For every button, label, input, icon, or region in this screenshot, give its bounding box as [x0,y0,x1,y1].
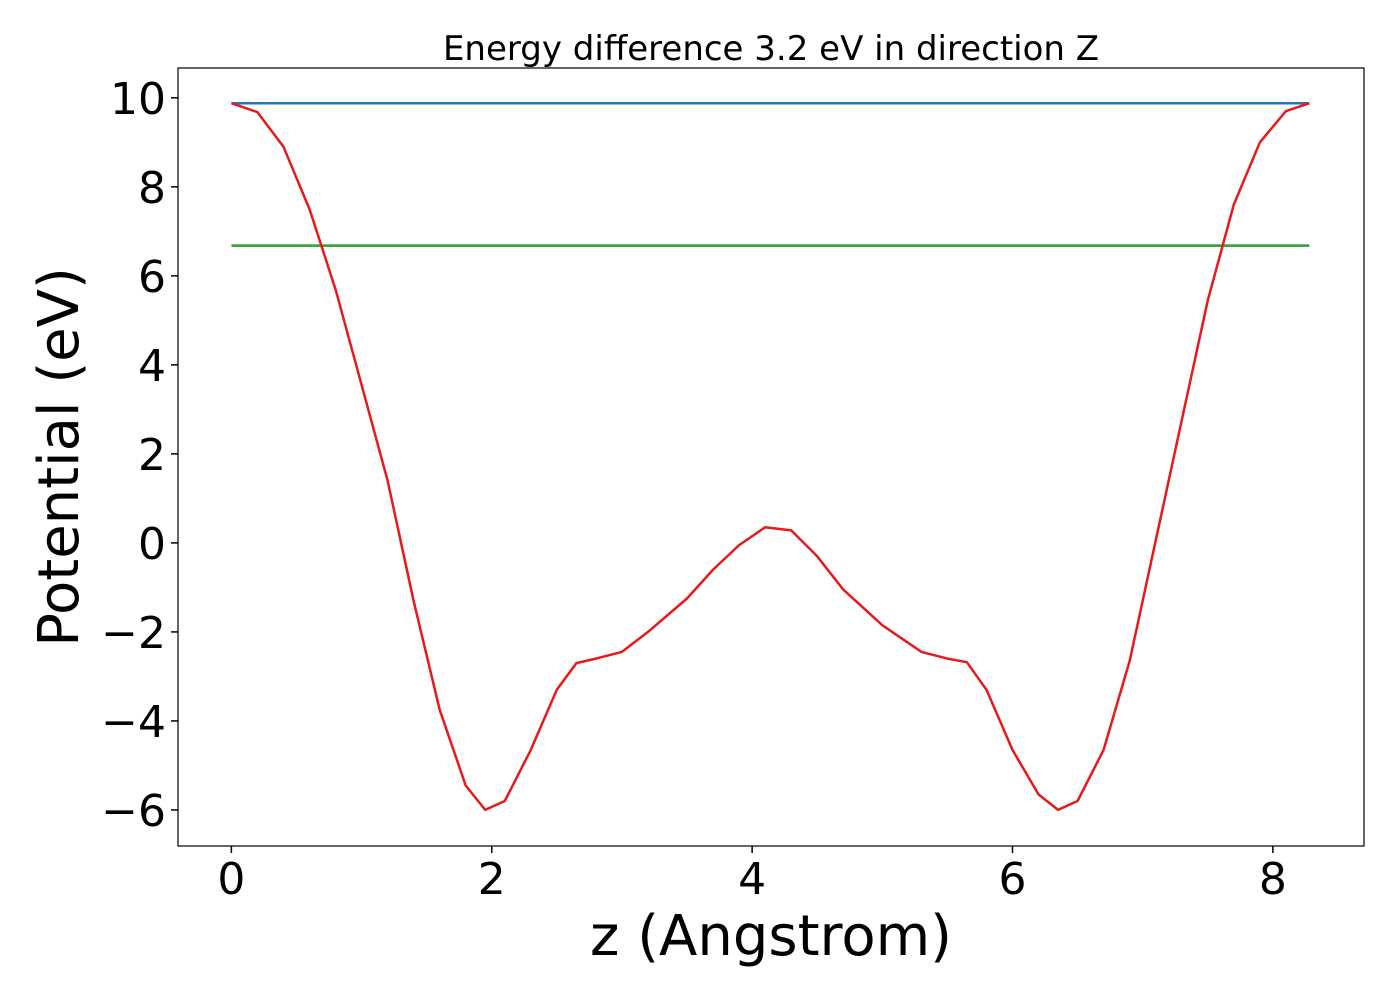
x-tick-label: 6 [998,854,1026,905]
y-tick-label: −4 [101,697,166,748]
x-axis-label: z (Angstrom) [590,904,952,969]
y-tick-label: 10 [110,74,166,125]
y-tick-label: 4 [138,341,166,392]
y-tick-label: −2 [101,608,166,659]
y-tick-label: 2 [138,430,166,481]
y-tick-label: 6 [138,252,166,303]
line-series [230,102,1310,812]
y-tick-label: 8 [138,163,166,214]
chart-title: Energy difference 3.2 eV in direction Z [443,29,1099,69]
y-tick-label: 0 [138,519,166,570]
y-axis-label: Potential (eV) [27,267,92,647]
x-tick-label: 8 [1259,854,1287,905]
x-tick-label: 4 [738,854,766,905]
x-tick-label: 2 [478,854,506,905]
plot-frame [177,67,1365,847]
x-tick-label: 0 [217,854,245,905]
y-tick-label: −6 [101,786,166,837]
